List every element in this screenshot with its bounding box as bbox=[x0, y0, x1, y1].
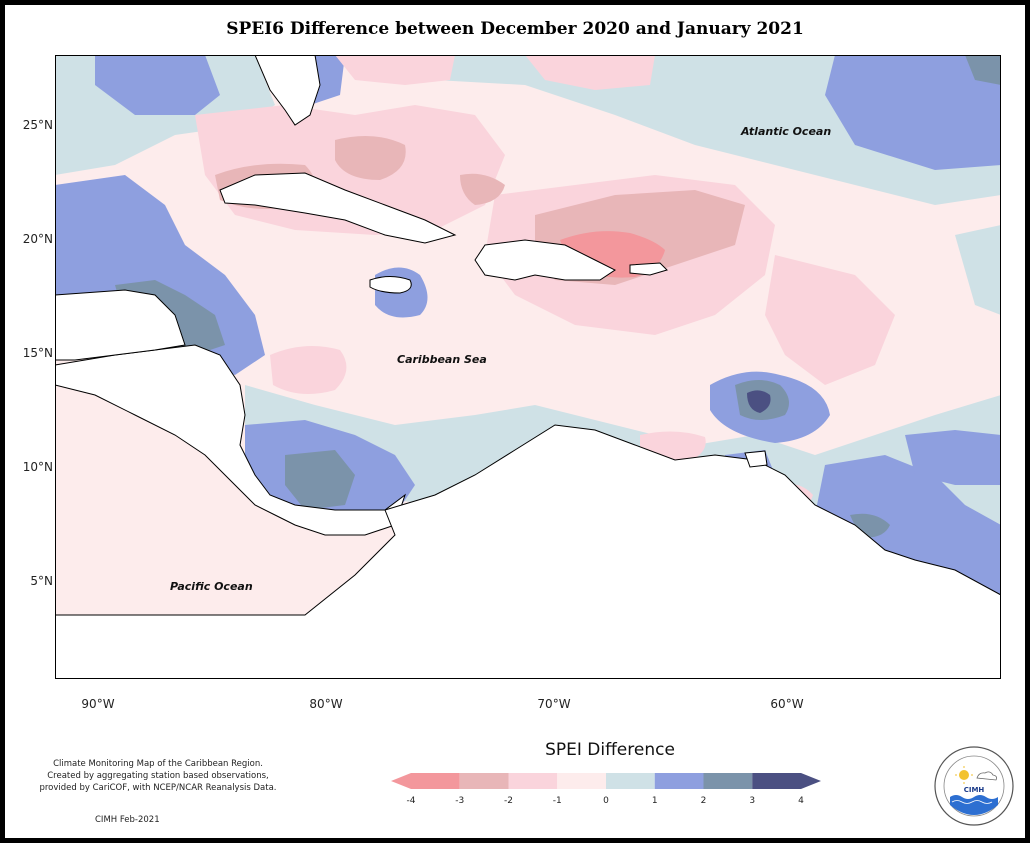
puerto-rico-island bbox=[629, 262, 668, 276]
spei-zone-atlantic-dark bbox=[965, 55, 1001, 85]
legend-tick-label: 0 bbox=[603, 796, 609, 806]
legend-title: SPEI Difference bbox=[545, 740, 675, 760]
legend-tick-label: -1 bbox=[553, 796, 562, 806]
lon-tick-70w: 70°W bbox=[537, 697, 571, 711]
lon-tick-90w: 90°W bbox=[81, 697, 115, 711]
legend-bin bbox=[557, 773, 606, 789]
label-caribbean-sea: Caribbean Sea bbox=[397, 353, 487, 366]
spei-zone-bahamas-rose bbox=[335, 136, 406, 180]
legend-bin bbox=[508, 773, 558, 789]
lat-tick-20n: 20°N bbox=[22, 232, 53, 246]
yucatan-land bbox=[55, 289, 186, 361]
legend-tick-label: -4 bbox=[407, 796, 416, 806]
legend-bins bbox=[391, 773, 821, 789]
footnote-line-1: Climate Monitoring Map of the Caribbean … bbox=[53, 759, 263, 769]
lat-tick-15n: 15°N bbox=[22, 346, 53, 360]
islands bbox=[219, 172, 768, 468]
lat-tick-25n: 25°N bbox=[22, 118, 53, 132]
spei-zone-atlantic-blue bbox=[825, 55, 1001, 170]
spei-zone-caribbean-pink bbox=[270, 346, 347, 394]
legend-bin bbox=[606, 773, 655, 789]
legend-ticks: -4 -3 -2 -1 0 1 2 3 4 bbox=[407, 796, 805, 806]
footnote-line-2: Created by aggregating station based obs… bbox=[47, 771, 269, 781]
spei-zone-panama-dark bbox=[285, 450, 355, 510]
hispaniola-island bbox=[474, 239, 616, 281]
legend-bin bbox=[752, 773, 821, 789]
credit-text: CIMH Feb-2021 bbox=[95, 815, 160, 825]
cuba-island bbox=[219, 172, 457, 244]
map-border bbox=[55, 55, 1001, 679]
legend-tick-label: 3 bbox=[749, 796, 755, 806]
color-legend: -4 -3 -2 -1 0 1 2 3 4 bbox=[391, 773, 821, 806]
figure-canvas: SPEI6 Difference between December 2020 a… bbox=[5, 5, 1025, 838]
spei-zone-east-blue bbox=[905, 430, 1001, 485]
legend-bin bbox=[391, 773, 460, 789]
legend-tick-label: 2 bbox=[701, 796, 707, 806]
lon-tick-60w: 60°W bbox=[770, 697, 804, 711]
footnote-line-3: provided by CariCOF, with NCEP/NCAR Rean… bbox=[39, 783, 277, 793]
lon-tick-80w: 80°W bbox=[309, 697, 343, 711]
legend-tick-label: -3 bbox=[455, 796, 464, 806]
spei-zone-northwest-blue bbox=[95, 55, 220, 115]
legend-bin bbox=[459, 773, 509, 789]
footnote: Climate Monitoring Map of the Caribbean … bbox=[33, 758, 283, 794]
legend-tick-label: 4 bbox=[798, 796, 804, 806]
spei-zone-turks-rose bbox=[460, 173, 505, 205]
florida-land bbox=[254, 55, 321, 126]
trinidad-island bbox=[744, 450, 768, 468]
cimh-logo-icon: CIMH bbox=[934, 746, 1014, 826]
spei-zone-atlantic-pink bbox=[525, 55, 655, 90]
legend-bin bbox=[654, 773, 704, 789]
spei-map[interactable]: Atlantic Ocean Caribbean Sea Pacific Oce… bbox=[55, 55, 1001, 679]
spei-zone-east-pale bbox=[955, 225, 1001, 315]
legend-bin bbox=[703, 773, 753, 789]
map-title: SPEI6 Difference between December 2020 a… bbox=[226, 19, 804, 39]
south-america-land bbox=[55, 424, 1001, 679]
spei-zone-barbados-deep bbox=[747, 390, 771, 413]
legend-tick-label: -2 bbox=[504, 796, 513, 806]
spei-zone-midatlantic-pink bbox=[765, 255, 895, 385]
legend-tick-label: 1 bbox=[652, 796, 658, 806]
label-pacific-ocean: Pacific Ocean bbox=[170, 580, 253, 593]
logo-text: CIMH bbox=[964, 786, 985, 794]
central-america-land bbox=[55, 344, 406, 536]
spei-zone-north-pink bbox=[335, 55, 455, 85]
lat-tick-10n: 10°N bbox=[22, 460, 53, 474]
lat-tick-5n: 5°N bbox=[30, 574, 53, 588]
land-masses bbox=[55, 55, 1001, 679]
label-atlantic-ocean: Atlantic Ocean bbox=[740, 125, 831, 138]
jamaica-island bbox=[369, 276, 412, 294]
